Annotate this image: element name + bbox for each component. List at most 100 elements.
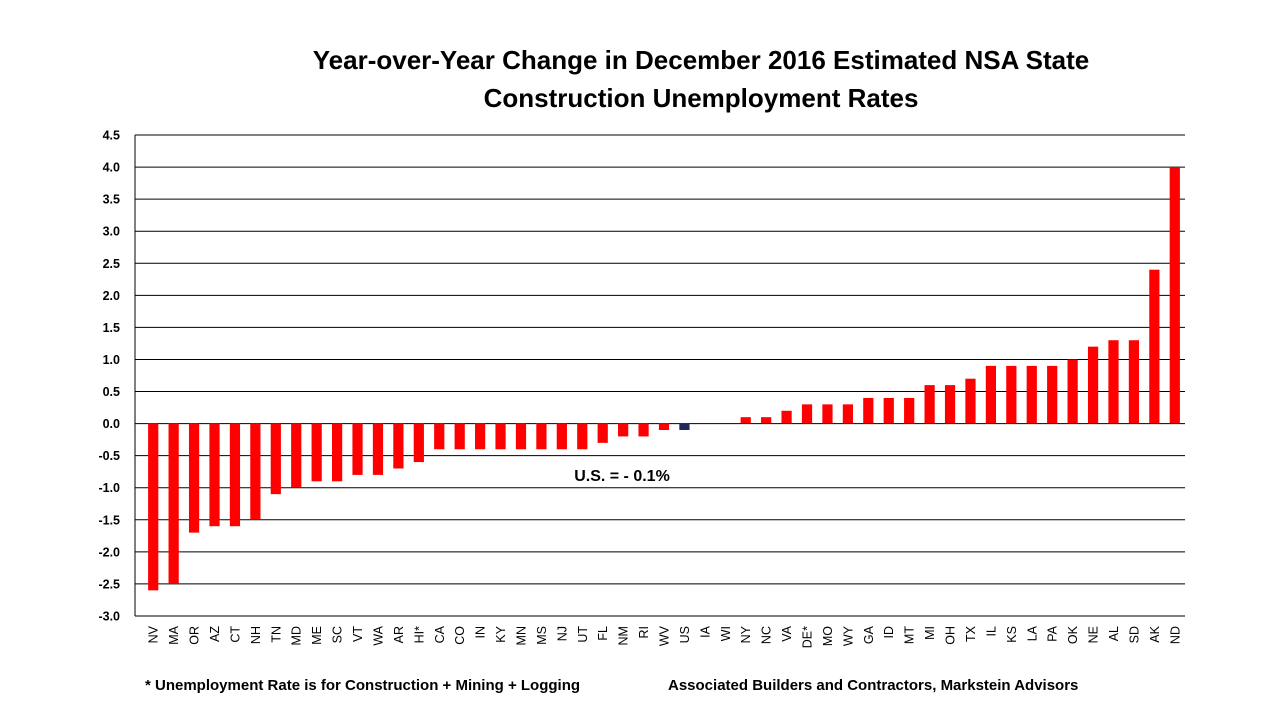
y-tick-label: -2.5 [98,577,120,591]
x-tick-label: WY [841,625,855,646]
x-tick-label: MA [167,625,181,644]
x-tick-label: ND [1168,626,1182,644]
bar-vt [352,423,363,475]
x-tick-label: HI* [412,626,426,644]
bar-ne [1087,346,1099,424]
x-tick-label: TX [964,625,978,642]
bar-ky [495,423,506,450]
bar-co [454,423,465,450]
y-tick-label: 3.0 [103,225,120,239]
bar-ms [536,423,547,450]
x-tick-label: KS [1005,626,1019,643]
x-tick-label: MO [821,626,835,646]
x-tick-label: MI [923,626,937,640]
x-tick-label: MT [903,626,917,644]
x-tick-label: MD [290,626,304,645]
x-tick-label: NC [760,626,774,644]
bar-nj [556,423,567,450]
x-tick-label: CT [228,626,242,643]
y-tick-label: 1.5 [103,321,120,335]
bar-nd [1169,167,1180,424]
x-tick-label: IL [984,626,998,636]
x-tick-label: AZ [208,626,222,642]
y-axis-tick-labels: 4.5 4.0 3.5 3.0 2.5 2.0 1.5 1.0 0.5 0.0 -0.5 -1.0 -1… [98,129,120,624]
x-tick-label: DE* [801,626,815,648]
x-tick-label: UT [576,626,590,643]
bar-or [188,423,200,533]
bar-mn [515,423,527,450]
x-tick-label: SD [1127,626,1141,643]
x-tick-label: NJ [555,626,569,641]
x-axis-tick-labels: NV MA OR AZ CT NH TN MD ME SC VT WA AR HI* CA CO IN KY MN M… [147,625,1183,648]
bar-in [475,423,486,450]
bar-az [209,423,220,527]
bar-ga [863,397,874,424]
bar-us [679,423,690,431]
x-tick-label: GA [862,625,876,644]
x-tick-label: CO [453,626,467,645]
x-tick-label: WA [371,625,385,645]
bar-mi [924,385,935,424]
bar-nv [148,423,159,591]
bar-tx [965,378,976,424]
bar-oh [944,385,956,424]
y-tick-label: 2.5 [103,257,120,271]
x-tick-label: CA [433,625,447,643]
x-tick-label: NE [1087,626,1101,643]
x-tick-label: NV [147,625,161,643]
bar-ar [393,423,404,469]
y-tick-label: 0.5 [103,385,120,399]
chart-title-line-1: Year-over-Year Change in December 2016 E… [313,45,1089,75]
x-tick-label: IA [698,625,712,637]
x-tick-label: LA [1025,625,1039,641]
x-tick-label: ID [882,626,896,639]
bar-wy [842,404,853,424]
x-tick-label: US [678,626,692,643]
bar-fl [597,423,608,443]
y-tick-label: -1.0 [98,481,120,495]
bar-ny [740,417,751,424]
bar-ks [1006,365,1017,424]
x-tick-label: ME [310,626,324,645]
bar-la [1026,365,1037,424]
bar-ct [229,423,241,527]
y-tick-label: -2.0 [98,545,120,559]
bar-ri [638,423,649,437]
bar-pa [1047,365,1058,424]
x-tick-label: AL [1107,626,1121,641]
footnote-left: * Unemployment Rate is for Construction … [145,677,580,694]
gridlines [134,134,1185,617]
chart-title-line-2: Construction Unemployment Rates [484,83,919,113]
x-tick-label: WV [658,625,672,646]
us-annotation: U.S. = - 0.1% [574,468,670,485]
x-tick-label: AK [1148,625,1162,642]
x-tick-label: OR [188,626,202,645]
bar-de [801,404,813,424]
y-tick-label: 2.0 [103,289,120,303]
x-tick-label: FL [596,626,610,641]
bar-sc [331,423,343,482]
bar-mt [904,397,915,424]
x-tick-label: OK [1066,625,1080,644]
y-tick-label: -0.5 [98,449,120,463]
bar-va [781,410,792,424]
x-tick-label: AR [392,626,406,643]
x-tick-label: MN [514,626,528,645]
bar-nc [761,417,772,424]
y-tick-label: 0.0 [103,417,120,431]
bar-mo [822,404,833,424]
bar-id [883,397,894,424]
y-tick-label: -1.5 [98,513,120,527]
x-tick-label: TN [269,626,283,643]
y-tick-label: 3.5 [103,193,120,207]
bar-md [291,423,302,488]
bar-wa [372,423,384,475]
y-tick-label: 4.0 [103,161,120,175]
bar-il [985,365,997,424]
x-tick-label: SC [331,626,345,643]
x-tick-label: OH [944,626,958,645]
y-tick-label: 4.5 [103,129,120,143]
bar-me [311,423,322,482]
